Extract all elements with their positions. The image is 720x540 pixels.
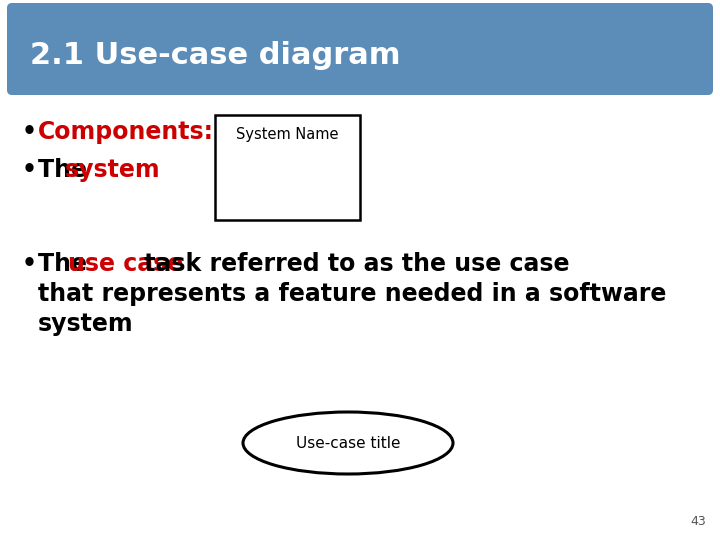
Text: 43: 43 (690, 515, 706, 528)
Text: The: The (38, 252, 95, 276)
Text: The: The (38, 158, 95, 182)
Text: Use-case title: Use-case title (296, 435, 400, 450)
Text: •: • (22, 158, 37, 182)
Text: use case: use case (68, 252, 184, 276)
Text: system: system (65, 158, 161, 182)
FancyBboxPatch shape (7, 3, 713, 95)
Text: 2.1 Use-case diagram: 2.1 Use-case diagram (30, 40, 400, 70)
Text: task referred to as the use case: task referred to as the use case (136, 252, 570, 276)
Bar (215, 115, 360, 220)
Text: •: • (22, 252, 37, 276)
Text: System Name: System Name (236, 127, 338, 142)
Text: •: • (22, 120, 37, 144)
Text: Components:: Components: (38, 120, 214, 144)
Text: that represents a feature needed in a software: that represents a feature needed in a so… (38, 282, 667, 306)
Ellipse shape (243, 412, 453, 474)
Text: system: system (38, 312, 134, 336)
